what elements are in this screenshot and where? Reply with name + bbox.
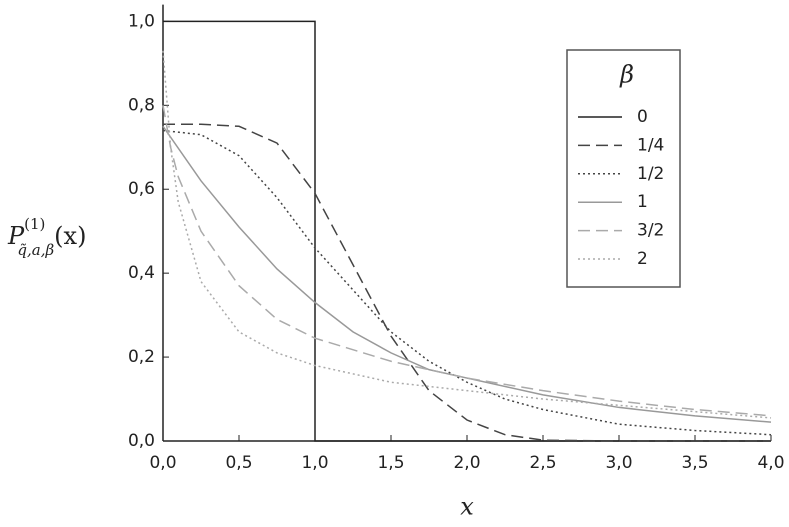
legend-box xyxy=(566,49,681,288)
x-tick-label: 3,5 xyxy=(681,453,708,473)
legend-label: 3/2 xyxy=(637,221,664,241)
x-tick-label: 4,0 xyxy=(757,453,784,473)
x-tick-label: 2,5 xyxy=(529,453,556,473)
data-line xyxy=(162,105,772,417)
data-line xyxy=(163,123,771,442)
data-line xyxy=(162,129,772,436)
legend-label: 2 xyxy=(637,249,648,269)
y-tick-label: 0,0 xyxy=(128,431,155,451)
legend-label: 1/4 xyxy=(637,135,664,155)
data-line xyxy=(163,20,771,442)
legend-label: 0 xyxy=(637,107,648,127)
x-axis-label: x xyxy=(460,493,474,521)
y-tick-label: 1,0 xyxy=(128,11,155,31)
legend-label: 1/2 xyxy=(637,164,664,184)
data-line xyxy=(162,125,772,423)
y-axis-label: P(1) q̃,a,β(x) xyxy=(7,215,86,259)
legend-title: β xyxy=(619,61,634,89)
y-tick-label: 0,8 xyxy=(128,95,155,115)
x-tick-label: 0,0 xyxy=(149,453,176,473)
x-tick-label: 1,5 xyxy=(377,453,404,473)
x-tick-label: 2,0 xyxy=(453,453,480,473)
y-tick-label: 0,2 xyxy=(128,347,155,367)
y-label-subscript: q̃,a,β xyxy=(17,241,54,259)
data-line xyxy=(162,50,772,419)
y-tick-label: 0,4 xyxy=(128,263,155,283)
y-label-argument: (x) xyxy=(54,222,86,250)
y-label-base: P xyxy=(7,222,25,250)
y-label-superscript: (1) xyxy=(24,215,45,233)
y-tick-label: 0,6 xyxy=(128,179,155,199)
x-tick-label: 1,0 xyxy=(301,453,328,473)
legend-label: 1 xyxy=(637,192,648,212)
x-tick-label: 3,0 xyxy=(605,453,632,473)
x-tick-label: 0,5 xyxy=(225,453,252,473)
